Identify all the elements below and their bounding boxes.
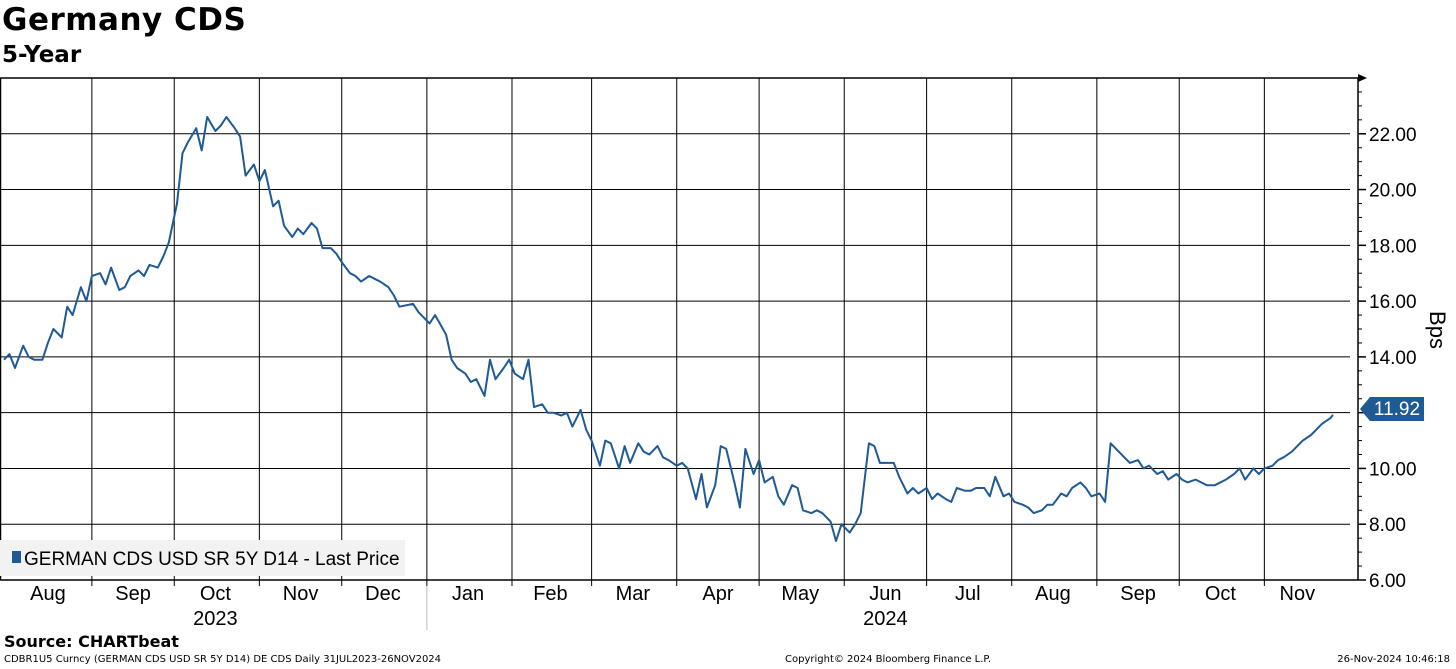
x-tick-label: Sep bbox=[1120, 583, 1156, 605]
x-tick-label: Oct bbox=[200, 583, 232, 605]
legend-label: GERMAN CDS USD SR 5Y D14 - Last Price bbox=[24, 549, 400, 570]
footer-copyright: Copyright© 2024 Bloomberg Finance L.P. bbox=[785, 654, 992, 665]
y-tick-label: 10.00 bbox=[1369, 459, 1417, 480]
legend-box bbox=[0, 540, 405, 576]
last-value-marker: 11.92 bbox=[1360, 397, 1424, 421]
y-tick-label: 18.00 bbox=[1369, 236, 1417, 257]
x-tick-label: Mar bbox=[616, 583, 651, 605]
x-tick-label: Oct bbox=[1205, 583, 1237, 605]
x-tick-label: Aug bbox=[1035, 583, 1071, 605]
grid bbox=[0, 78, 1350, 581]
y-axis-label: Bps bbox=[1425, 311, 1450, 349]
x-year-label: 2024 bbox=[863, 608, 908, 630]
y-tick-label: 22.00 bbox=[1369, 125, 1417, 146]
chart-title: Germany CDS bbox=[2, 2, 247, 38]
footer-timestamp: 26-Nov-2024 10:46:18 bbox=[1337, 654, 1450, 665]
y-tick-label: 14.00 bbox=[1369, 348, 1417, 369]
footer-ticker: CDBR1U5 Curncy (GERMAN CDS USD SR 5Y D14… bbox=[4, 654, 442, 665]
x-tick-label: Apr bbox=[702, 583, 733, 605]
y-tick-label: 16.00 bbox=[1369, 292, 1417, 313]
x-axis-ticks: Aug Sep Oct Nov Dec Jan Feb Mar Apr May Jun Jul Aug S… bbox=[30, 580, 1315, 630]
x-tick-label: Jul bbox=[955, 583, 981, 605]
x-tick-label: Aug bbox=[30, 583, 66, 605]
series-line bbox=[3, 116, 1334, 542]
y-axis-ticks: 6.008.0010.0012.0014.0016.0018.0020.0022… bbox=[1358, 77, 1417, 592]
x-tick-label: May bbox=[781, 583, 819, 605]
x-tick-label: Dec bbox=[365, 583, 401, 605]
last-value-flag bbox=[1360, 397, 1424, 421]
last-value-label: 11.92 bbox=[1374, 399, 1420, 420]
axis-arrow bbox=[1358, 74, 1367, 82]
x-tick-label: Nov bbox=[283, 583, 319, 605]
chart-subtitle: 5-Year bbox=[2, 42, 82, 68]
source-note: Source: CHARTbeat bbox=[4, 632, 179, 651]
y-tick-label: 6.00 bbox=[1369, 571, 1406, 592]
legend-swatch bbox=[12, 551, 21, 563]
x-tick-label: Nov bbox=[1280, 583, 1316, 605]
series-group bbox=[3, 116, 1334, 542]
x-tick-label: Jan bbox=[452, 583, 484, 605]
x-tick-label: Jun bbox=[869, 583, 901, 605]
y-tick-label: 20.00 bbox=[1369, 181, 1417, 202]
x-tick-label: Sep bbox=[115, 583, 151, 605]
y-tick-label: 8.00 bbox=[1369, 515, 1406, 536]
legend: GERMAN CDS USD SR 5Y D14 - Last Price bbox=[0, 540, 405, 576]
x-year-label: 2023 bbox=[193, 608, 238, 630]
axes bbox=[0, 74, 1367, 581]
x-tick-label: Feb bbox=[533, 583, 567, 605]
